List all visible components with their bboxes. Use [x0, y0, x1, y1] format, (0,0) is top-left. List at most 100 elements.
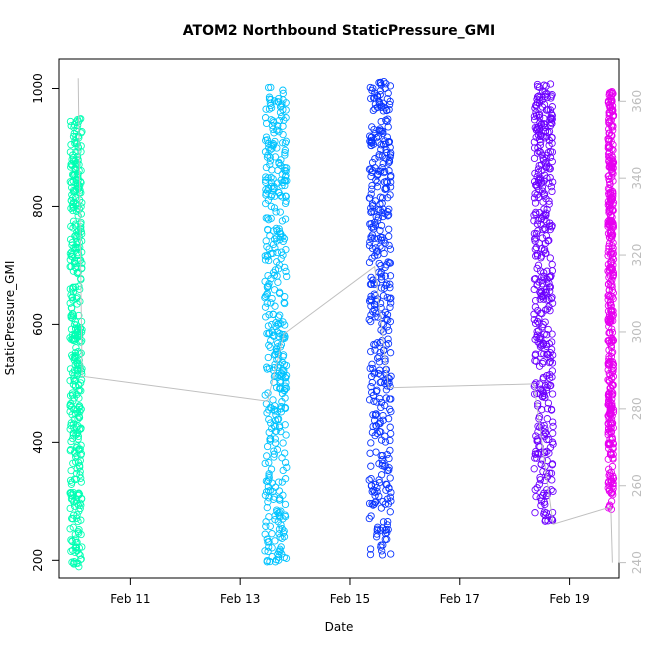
data-point	[68, 241, 76, 249]
data-point	[71, 535, 80, 543]
data-point	[548, 222, 556, 230]
data-point	[275, 94, 283, 103]
data-point	[77, 424, 85, 432]
data-point	[262, 178, 270, 186]
data-point	[70, 371, 78, 380]
data-point	[68, 238, 77, 247]
data-point	[277, 254, 285, 263]
data-point	[608, 286, 617, 294]
data-point	[383, 178, 391, 187]
data-point	[548, 157, 556, 166]
data-point	[547, 183, 555, 191]
data-point	[66, 476, 75, 485]
data-point	[283, 164, 291, 172]
data-point	[268, 166, 276, 174]
data-point	[530, 235, 539, 243]
data-point	[546, 153, 555, 162]
data-point	[609, 450, 617, 459]
data-point	[374, 170, 382, 178]
data-point	[372, 422, 380, 430]
data-point	[549, 440, 557, 448]
data-point	[536, 132, 545, 141]
data-point	[282, 114, 290, 122]
data-point	[608, 381, 616, 389]
data-point	[532, 492, 540, 501]
data-point	[604, 296, 612, 304]
data-point	[532, 432, 540, 440]
data-point	[278, 193, 286, 201]
data-point	[370, 305, 378, 314]
data-point	[267, 202, 275, 211]
data-point	[605, 318, 614, 326]
data-point	[271, 302, 279, 310]
data-point	[608, 419, 617, 427]
data-point	[533, 327, 541, 336]
data-point	[265, 428, 273, 437]
data-point	[384, 123, 392, 131]
data-point	[368, 244, 377, 253]
data-point	[367, 474, 375, 483]
data-point	[534, 422, 542, 430]
data-point	[377, 261, 385, 270]
data-point	[531, 169, 539, 178]
data-point	[370, 279, 378, 287]
data-point	[605, 144, 613, 152]
data-point	[608, 338, 616, 346]
data-point	[70, 336, 79, 344]
data-point	[382, 154, 390, 163]
data-point	[608, 250, 616, 258]
data-point	[68, 558, 76, 566]
data-point	[542, 163, 550, 172]
data-point	[375, 151, 383, 159]
data-point	[373, 171, 381, 180]
data-point	[533, 93, 542, 101]
data-point	[533, 435, 541, 443]
data-point	[66, 525, 74, 533]
data-point	[375, 153, 383, 161]
data-point	[271, 266, 280, 274]
data-point	[543, 331, 551, 339]
y2-tick-label: 360	[630, 90, 644, 113]
data-point	[379, 99, 387, 107]
data-point	[605, 465, 613, 473]
data-point	[545, 358, 553, 367]
data-point	[368, 500, 376, 508]
data-point	[540, 269, 548, 277]
data-point	[71, 382, 79, 390]
data-point	[546, 174, 554, 182]
data-point	[75, 361, 84, 369]
data-point	[386, 295, 394, 303]
data-point	[70, 172, 78, 180]
data-point	[72, 294, 81, 303]
data-point	[545, 141, 553, 150]
data-point	[537, 292, 545, 300]
data-point	[68, 252, 76, 261]
data-point	[74, 527, 82, 536]
data-point	[72, 231, 80, 239]
data-point	[382, 394, 390, 402]
y-axis-label: StaticPressure_GMI	[3, 261, 17, 376]
data-point	[279, 351, 288, 359]
data-point	[607, 353, 616, 361]
data-point	[74, 435, 82, 443]
data-point	[379, 416, 387, 424]
data-point	[265, 216, 273, 224]
data-point	[67, 421, 75, 430]
data-point	[607, 92, 616, 100]
data-point	[536, 288, 544, 296]
data-point	[77, 179, 85, 187]
data-point	[264, 282, 272, 290]
data-point	[548, 367, 557, 375]
y-tick-label: 200	[31, 549, 45, 572]
data-point	[262, 237, 270, 245]
data-point	[607, 497, 616, 505]
data-point	[280, 235, 289, 243]
data-point	[385, 466, 393, 474]
y-tick-label: 400	[31, 431, 45, 454]
data-point	[387, 550, 395, 558]
data-point	[264, 538, 272, 546]
data-point	[69, 515, 77, 523]
data-point	[376, 348, 384, 357]
data-point	[267, 95, 275, 104]
data-point	[375, 478, 384, 487]
